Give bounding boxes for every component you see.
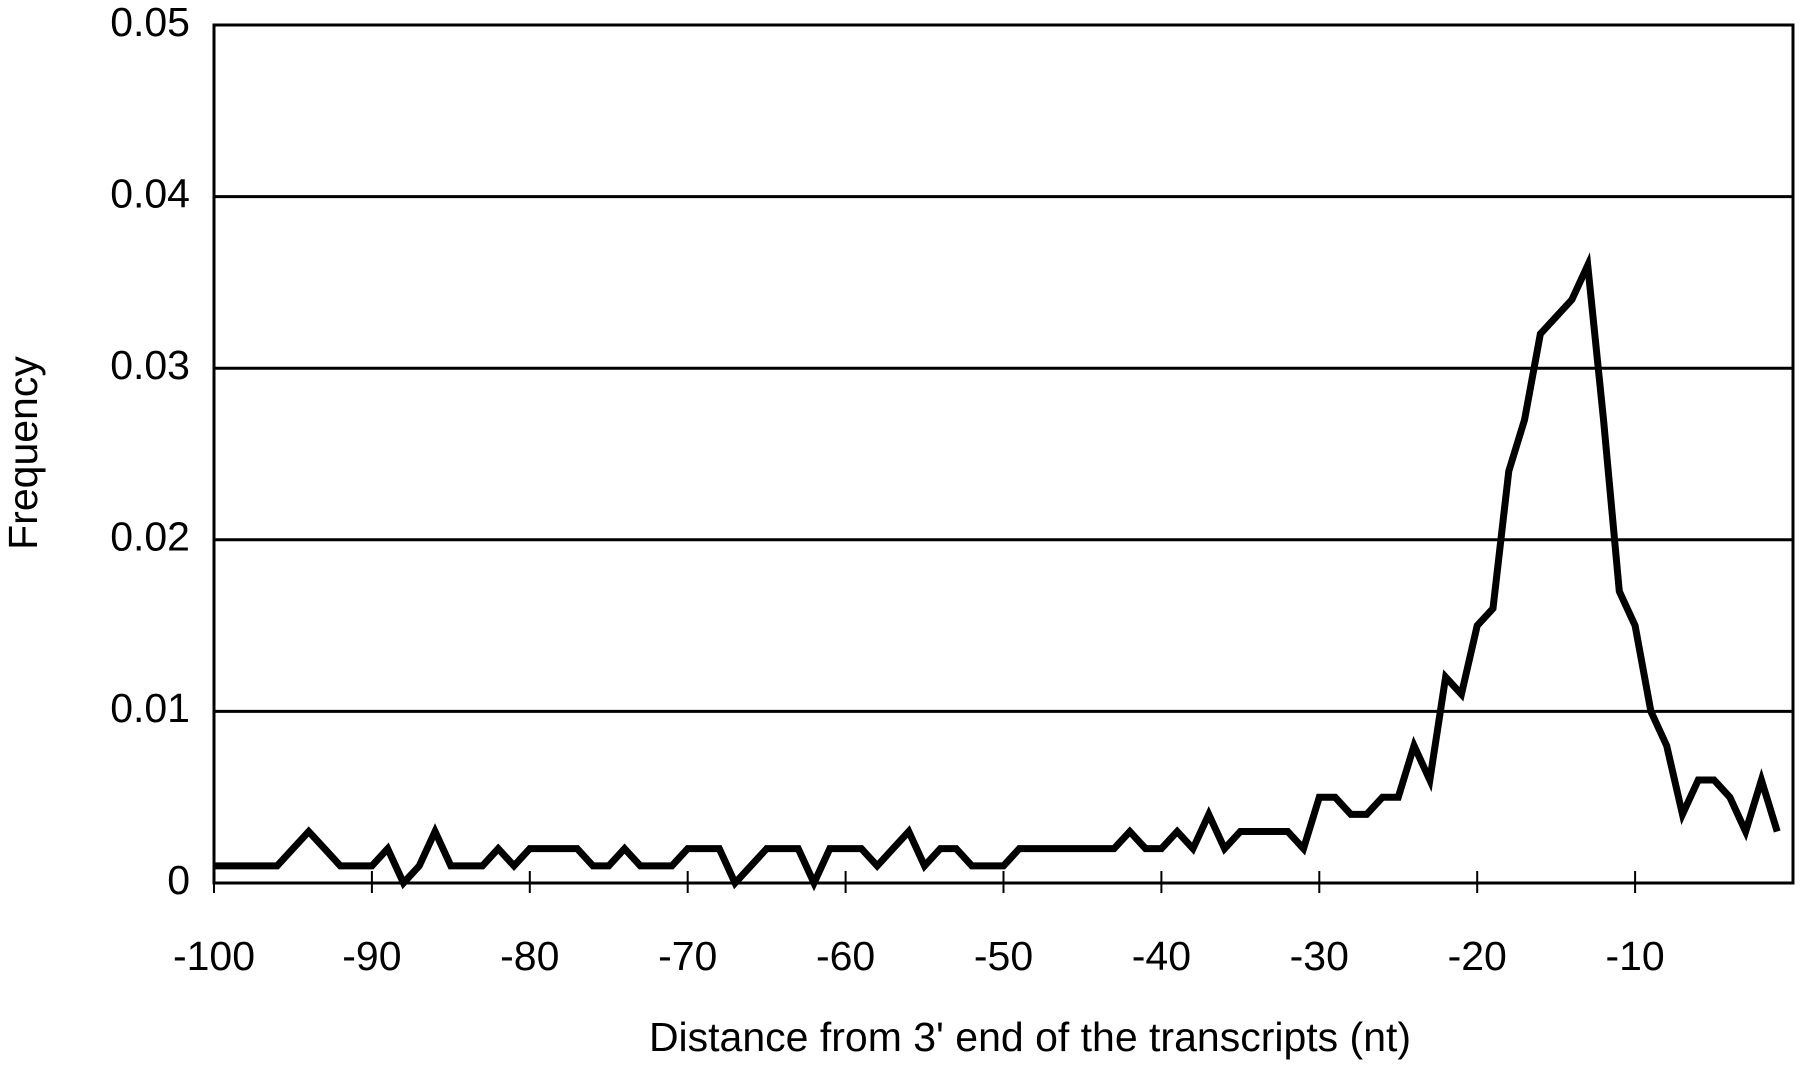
x-axis-label: Distance from 3' end of the transcripts … (649, 1014, 1411, 1060)
x-tick-label: -90 (342, 933, 401, 979)
x-tick-label: -60 (816, 933, 875, 979)
x-tick-label: -80 (500, 933, 559, 979)
data-line (214, 252, 1781, 892)
x-tick-label: -50 (974, 933, 1033, 979)
x-tick-label: -30 (1290, 933, 1349, 979)
x-tick-label: -70 (658, 933, 717, 979)
plot-frame (212, 23, 1795, 885)
y-axis-label: Frequency (0, 356, 46, 550)
y-tick-label: 0.04 (110, 170, 190, 216)
y-tick-label: 0.03 (110, 342, 190, 388)
x-tick-label: -20 (1448, 933, 1507, 979)
x-tick-label: -40 (1132, 933, 1191, 979)
x-tick-label: -100 (173, 933, 255, 979)
y-tick-label: 0.05 (110, 0, 190, 45)
y-tick-label: 0.02 (110, 514, 190, 560)
x-tick-label: -10 (1605, 933, 1664, 979)
y-tick-label: 0.01 (110, 685, 190, 731)
y-tick-label: 0 (167, 857, 190, 903)
